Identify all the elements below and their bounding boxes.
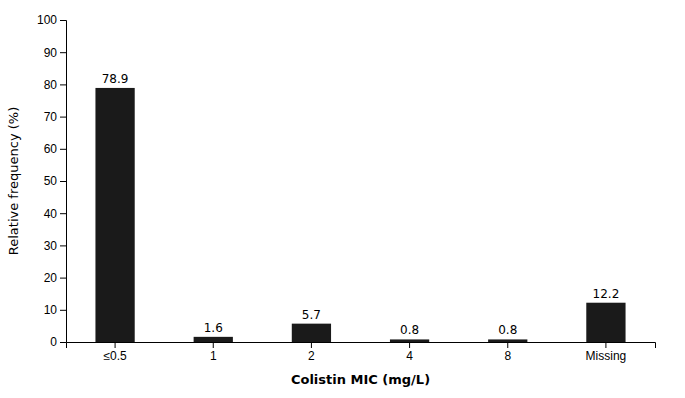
x-tick-mark	[115, 342, 116, 348]
y-tick: 100	[37, 13, 66, 27]
x-tick: 1	[210, 342, 217, 363]
y-tick-label: 70	[44, 110, 58, 124]
y-axis-line	[60, 21, 67, 343]
x-tick-mark	[311, 342, 312, 348]
data-label: 0.8	[400, 323, 419, 337]
y-tick-mark	[60, 278, 66, 279]
plot: 78.9 1.6 5.7 0.8 0.8 12.2 ≤0.5 1 2 4 8 Missing 0 10 20…	[37, 13, 656, 362]
x-tick: 2	[308, 342, 315, 363]
y-tick-label: 100	[37, 13, 57, 27]
x-tick-mark	[213, 342, 214, 348]
y-tick-label: 40	[44, 207, 58, 221]
y-tick: 60	[44, 142, 66, 156]
x-tick: Missing	[586, 342, 627, 363]
y-tick-mark	[60, 117, 66, 118]
data-label: 1.6	[204, 321, 223, 335]
data-labels: 78.9 1.6 5.7 0.8 0.8 12.2	[102, 72, 620, 337]
bar	[292, 324, 331, 342]
y-tick: 90	[44, 46, 66, 60]
y-tick: 70	[44, 110, 66, 124]
x-tick-mark	[409, 342, 410, 348]
y-tick-mark	[60, 181, 66, 182]
y-axis: 0 10 20 30 40 50 60 70 80 90 100	[37, 13, 67, 349]
y-tick-mark	[60, 20, 66, 21]
x-tick-label: 4	[406, 349, 413, 363]
x-tick: ≤0.5	[103, 342, 127, 363]
x-tick: 4	[406, 342, 413, 363]
y-tick-label: 60	[44, 142, 58, 156]
y-tick: 40	[44, 207, 66, 221]
x-axis-line	[67, 343, 656, 349]
y-tick-mark	[60, 342, 66, 343]
bars	[95, 88, 625, 342]
y-tick: 10	[44, 303, 66, 317]
y-axis-title: Relative frequency (%)	[6, 107, 21, 255]
y-tick-mark	[60, 310, 66, 311]
y-tick-label: 80	[44, 78, 58, 92]
bar	[488, 339, 527, 342]
data-label: 5.7	[302, 308, 321, 322]
x-tick-label: 1	[210, 349, 217, 363]
x-tick: 8	[504, 342, 511, 363]
chart: 78.9 1.6 5.7 0.8 0.8 12.2 ≤0.5 1 2 4 8 Missing 0 10 20…	[0, 0, 685, 398]
y-tick: 20	[44, 271, 66, 285]
y-tick-label: 30	[44, 239, 58, 253]
x-axis: ≤0.5 1 2 4 8 Missing	[67, 342, 656, 363]
bar	[95, 88, 134, 342]
x-tick-mark	[605, 342, 606, 348]
y-tick: 0	[50, 335, 66, 349]
x-tick-label: Missing	[586, 349, 627, 363]
y-tick: 80	[44, 78, 66, 92]
y-tick-label: 50	[44, 174, 58, 188]
y-tick: 50	[44, 174, 66, 188]
x-tick-label: 2	[308, 349, 315, 363]
x-tick-label: 8	[504, 349, 511, 363]
data-label: 0.8	[498, 323, 517, 337]
y-tick-label: 10	[44, 303, 58, 317]
bar	[194, 337, 233, 342]
data-label: 12.2	[593, 287, 620, 301]
y-tick-mark	[60, 52, 66, 53]
bar	[390, 339, 429, 342]
y-tick-label: 0	[50, 335, 57, 349]
data-label: 78.9	[102, 72, 129, 86]
y-tick-label: 20	[44, 271, 58, 285]
x-axis-title: Colistin MIC (mg/L)	[291, 372, 430, 387]
y-tick-mark	[60, 213, 66, 214]
bar	[586, 303, 625, 342]
x-tick-label: ≤0.5	[103, 349, 127, 363]
y-tick-mark	[60, 84, 66, 85]
y-tick-label: 90	[44, 46, 58, 60]
y-tick: 30	[44, 239, 66, 253]
y-tick-mark	[60, 149, 66, 150]
y-tick-mark	[60, 245, 66, 246]
x-tick-mark	[507, 342, 508, 348]
